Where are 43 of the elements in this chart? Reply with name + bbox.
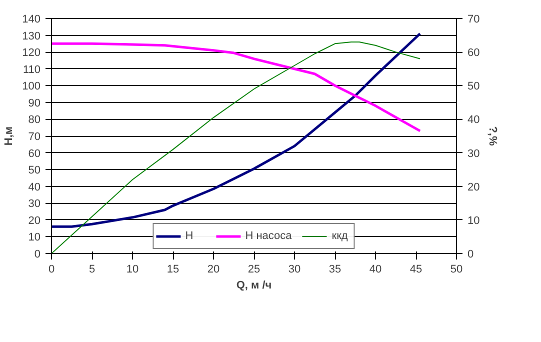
line-series <box>52 32 422 228</box>
y-tick-label: 80 <box>28 114 41 126</box>
x-tick-label: 35 <box>328 264 342 276</box>
x-tick-label: 10 <box>126 264 139 276</box>
x-tick-label: 15 <box>166 264 180 276</box>
y-tick-label: 100 <box>22 80 41 93</box>
x-axis-title: Q, м /ч <box>236 280 272 292</box>
y-tick-label: 130 <box>22 30 41 42</box>
y2-tick-label: 60 <box>468 47 480 60</box>
x-tick-label: 0 <box>48 264 55 276</box>
y-tick-label: 120 <box>22 47 41 60</box>
x-tick-label: 25 <box>248 264 260 276</box>
x-tick-label: 20 <box>207 264 220 276</box>
line-series <box>52 42 421 254</box>
x-tick-label: 50 <box>450 264 463 276</box>
y-tick-label: 140 <box>22 14 41 26</box>
y-tick-label: 30 <box>28 198 41 210</box>
y-axis-title: H,м <box>3 126 16 146</box>
y-tick-label: 40 <box>28 181 41 194</box>
y-tick-label: 50 <box>28 164 41 177</box>
y-tick-label: 0 <box>34 248 41 260</box>
legend-label: H <box>185 230 194 242</box>
y-tick-label: 60 <box>28 148 41 160</box>
legend-label: ккд <box>332 230 349 242</box>
y-tick-label: 70 <box>28 131 41 143</box>
line-series <box>52 42 422 132</box>
y2-tick-label: 70 <box>468 14 480 26</box>
y2-axis-title: ?,% <box>486 126 499 146</box>
y2-tick-label: 10 <box>468 214 480 227</box>
legend-label: H насоса <box>245 230 292 242</box>
y-tick-label: 110 <box>22 64 41 76</box>
x-tick-label: 30 <box>288 264 301 276</box>
x-tick-label: 5 <box>88 264 96 276</box>
y2-tick-label: 20 <box>468 181 480 194</box>
y2-tick-label: 40 <box>468 114 480 126</box>
y-tick-label: 90 <box>28 97 41 110</box>
x-tick-label: 40 <box>369 264 382 276</box>
y-tick-label: 10 <box>28 232 41 244</box>
x-tick-label: 45 <box>410 264 422 276</box>
y-tick-label: 20 <box>28 214 41 227</box>
y2-tick-label: 50 <box>468 80 480 93</box>
y2-tick-label: 30 <box>468 148 480 160</box>
y2-tick-label: 0 <box>468 248 474 260</box>
